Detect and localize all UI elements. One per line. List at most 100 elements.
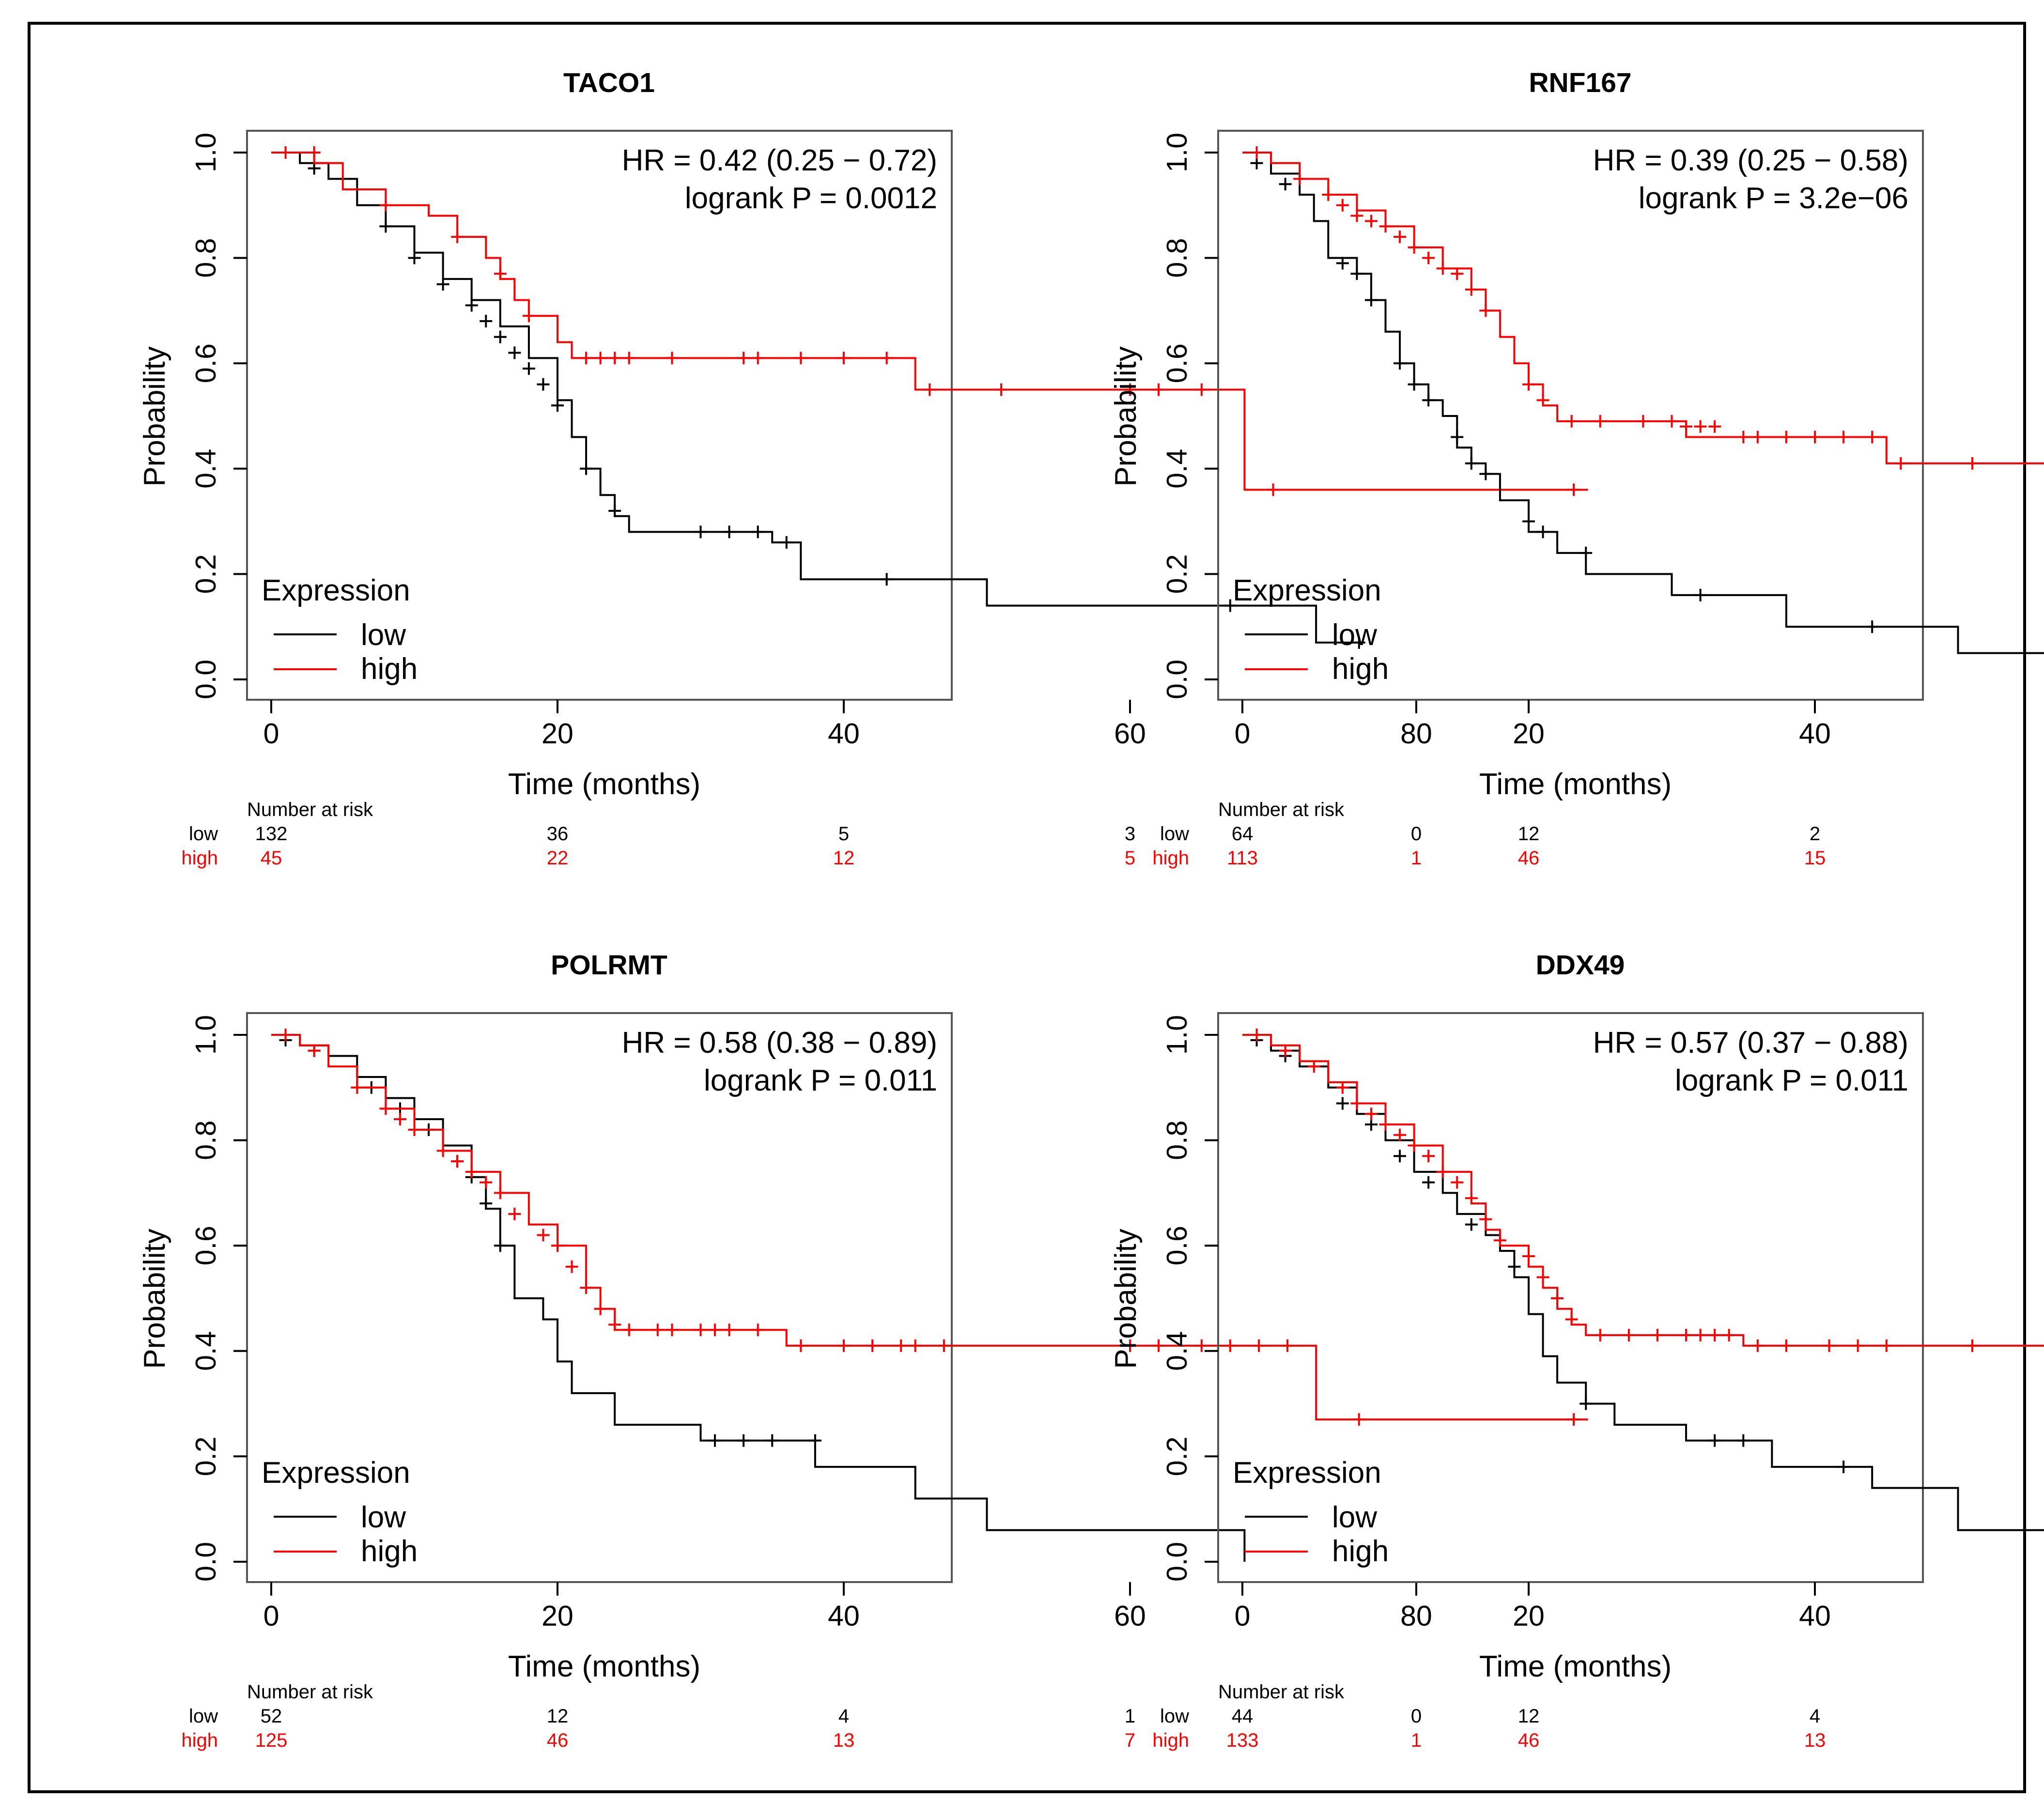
- censor-mark-high: [1567, 483, 1580, 496]
- x-tick-label: 40: [828, 718, 860, 750]
- censor-mark-low: [780, 536, 793, 549]
- censor-mark-high: [1536, 1271, 1549, 1284]
- risk-value-high: 22: [547, 847, 569, 869]
- censor-mark-high: [1336, 1081, 1349, 1094]
- censor-mark-high: [1536, 394, 1549, 407]
- censor-mark-high: [1408, 241, 1421, 254]
- censor-mark-low: [522, 362, 535, 375]
- plot-frame: [246, 1012, 953, 1583]
- censor-mark-high: [1694, 1329, 1707, 1342]
- x-tick-label: 20: [542, 718, 573, 750]
- censor-mark-high: [1637, 415, 1650, 428]
- censor-mark-high: [622, 1323, 635, 1337]
- censor-mark-high: [1809, 431, 1821, 444]
- censor-mark-high: [351, 1081, 364, 1094]
- censor-mark-low: [1465, 457, 1478, 470]
- censor-mark-high: [1680, 420, 1693, 433]
- risk-row-label-high: high: [1152, 1730, 1189, 1751]
- risk-value-low: 4: [838, 1706, 849, 1727]
- risk-value-low: 44: [1232, 1706, 1254, 1727]
- censor-mark-high: [1567, 1413, 1580, 1426]
- censor-mark-low: [465, 299, 478, 312]
- y-tick-label: 0.0: [190, 660, 222, 699]
- censor-mark-high: [408, 1123, 421, 1136]
- censor-mark-low: [1394, 1150, 1407, 1163]
- censor-mark-low: [1694, 588, 1707, 601]
- y-tick-label: 0.2: [190, 554, 222, 594]
- censor-mark-low: [766, 1434, 779, 1447]
- censor-mark-high: [837, 352, 850, 365]
- censor-mark-high: [508, 1207, 521, 1220]
- censor-mark-high: [480, 1176, 493, 1189]
- censor-mark-high: [1322, 188, 1335, 201]
- censor-mark-high: [393, 1113, 406, 1126]
- censor-mark-high: [436, 1144, 449, 1157]
- y-axis-label: Probability: [138, 1229, 171, 1369]
- censor-mark-high: [379, 1102, 392, 1115]
- y-tick-label: 1.0: [190, 133, 222, 172]
- risk-row-label-high: high: [1152, 847, 1189, 869]
- risk-table-header: Number at risk: [247, 1681, 373, 1703]
- km-curve-low: [1242, 152, 2044, 654]
- censor-mark-high: [1436, 1165, 1449, 1178]
- censor-mark-high: [1565, 1313, 1578, 1326]
- risk-value-high: 46: [547, 1730, 569, 1751]
- legend-label-high: high: [361, 1535, 418, 1568]
- x-tick-label: 60: [1114, 1600, 1146, 1632]
- censor-mark-low: [1352, 636, 1365, 649]
- censor-mark-low: [379, 220, 392, 233]
- censor-mark-low: [1336, 1097, 1349, 1110]
- risk-value-low: 2: [1810, 823, 1820, 845]
- censor-mark-high: [895, 1339, 908, 1352]
- x-tick-label: 40: [1799, 718, 1831, 750]
- risk-value-low: 5: [838, 823, 849, 845]
- risk-value-low: 12: [1518, 823, 1540, 845]
- km-curve-low: [1242, 1034, 2044, 1531]
- censor-mark-high: [1694, 420, 1707, 433]
- censor-mark-high: [308, 146, 321, 159]
- censor-mark-high: [1866, 431, 1879, 444]
- censor-mark-high: [709, 1323, 722, 1337]
- risk-value-high: 12: [833, 847, 855, 869]
- censor-mark-high: [308, 1044, 321, 1057]
- censor-mark-high: [522, 309, 535, 323]
- risk-value-high: 5: [1125, 847, 1135, 869]
- censor-mark-low: [1479, 467, 1492, 480]
- censor-mark-high: [737, 352, 750, 365]
- km-curve-low: [271, 1034, 1246, 1562]
- censor-mark-high: [1350, 1097, 1363, 1110]
- censor-mark-high: [937, 1339, 950, 1352]
- legend-title: Expression: [1233, 574, 1381, 607]
- legend-label-high: high: [361, 652, 418, 686]
- legend-label-low: low: [1332, 1501, 1377, 1534]
- y-tick-label: 0.4: [1161, 449, 1193, 489]
- censor-mark-low: [308, 162, 321, 175]
- risk-value-high: 13: [1804, 1730, 1826, 1751]
- y-tick-label: 1.0: [1161, 133, 1193, 172]
- censor-mark-high: [608, 352, 621, 365]
- risk-row-label-low: low: [1160, 823, 1189, 845]
- censor-mark-high: [1780, 1339, 1793, 1352]
- censor-mark-low: [494, 330, 507, 343]
- censor-mark-high: [1394, 231, 1407, 244]
- y-tick-label: 0.0: [1161, 1542, 1193, 1582]
- censor-mark-high: [451, 231, 464, 244]
- censor-mark-low: [1451, 431, 1464, 444]
- censor-mark-high: [1250, 1029, 1263, 1041]
- censor-mark-low: [537, 378, 550, 391]
- censor-mark-low: [1579, 546, 1593, 559]
- censor-mark-high: [1966, 457, 1979, 470]
- y-tick-label: 0.2: [1161, 1436, 1193, 1476]
- censor-mark-low: [1422, 394, 1435, 407]
- censor-mark-low: [808, 1434, 821, 1447]
- legend-title: Expression: [1233, 1456, 1381, 1490]
- censor-mark-high: [1195, 383, 1208, 396]
- y-axis-label: Probability: [1109, 1229, 1143, 1369]
- censor-mark-low: [1465, 1218, 1478, 1231]
- censor-mark-low: [1350, 267, 1363, 280]
- chart-title: RNF167: [1529, 67, 1631, 98]
- risk-value-high: 125: [255, 1730, 288, 1751]
- risk-value-low: 12: [547, 1706, 569, 1727]
- censor-mark-high: [1708, 1329, 1721, 1342]
